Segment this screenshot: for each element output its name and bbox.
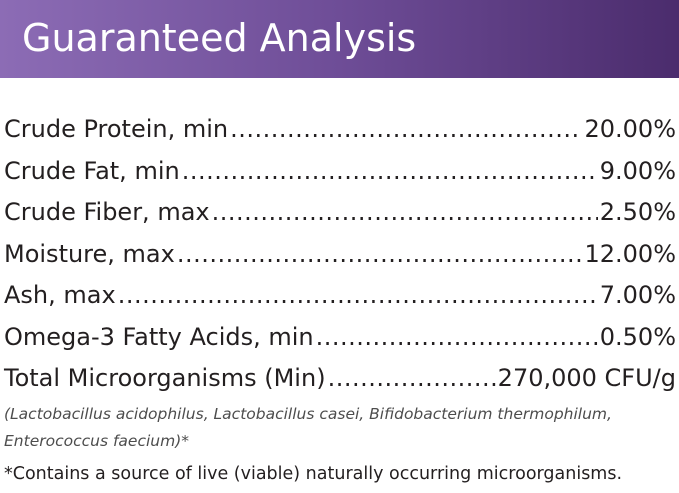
table-row: Ash, max 7.00% (4, 275, 676, 317)
footnote: *Contains a source of live (viable) natu… (4, 464, 623, 484)
nutrient-label: Total Microorganisms (Min) (4, 364, 326, 392)
nutrient-label: Crude Fiber, max (4, 198, 210, 226)
header-band: Guaranteed Analysis (0, 0, 679, 78)
nutrient-label: Crude Fat, min (4, 156, 180, 185)
table-row: Moisture, max 12.00% (4, 234, 676, 276)
nutrient-value: 20.00% (584, 115, 676, 143)
nutrient-label: Omega-3 Fatty Acids, min (4, 322, 314, 351)
title: Guaranteed Analysis (22, 16, 417, 60)
nutrient-label: Ash, max (4, 281, 116, 309)
dot-leader (230, 109, 582, 151)
table-row: Crude Fat, min 9.00% (4, 151, 676, 193)
table-row: Omega-3 Fatty Acids, min 0.50% (4, 317, 676, 359)
nutrient-value: 9.00% (599, 156, 676, 185)
nutrient-value: 2.50% (599, 198, 676, 226)
dot-leader (316, 317, 598, 359)
analysis-table: Crude Protein, min 20.00% Crude Fat, min 9.… (4, 109, 676, 400)
table-row: Crude Fiber, max 2.50% (4, 192, 676, 234)
dot-leader (182, 151, 598, 193)
nutrient-value: 270,000 CFU/g (497, 364, 676, 392)
nutrient-label: Moisture, max (4, 239, 175, 268)
dot-leader (328, 358, 496, 400)
table-row: Crude Protein, min 20.00% (4, 109, 676, 151)
dot-leader (177, 234, 583, 276)
nutrient-value: 12.00% (584, 239, 676, 268)
dot-leader (118, 275, 598, 317)
dot-leader (212, 192, 598, 234)
table-row: Total Microorganisms (Min) 270,000 CFU/g (4, 358, 676, 400)
nutrient-value: 7.00% (599, 281, 676, 309)
organism-note: Enterococcus faecium)* (4, 432, 190, 450)
nutrient-value: 0.50% (599, 322, 676, 351)
organism-note: (Lactobacillus acidophilus, Lactobacillu… (4, 405, 612, 423)
nutrient-label: Crude Protein, min (4, 115, 229, 143)
